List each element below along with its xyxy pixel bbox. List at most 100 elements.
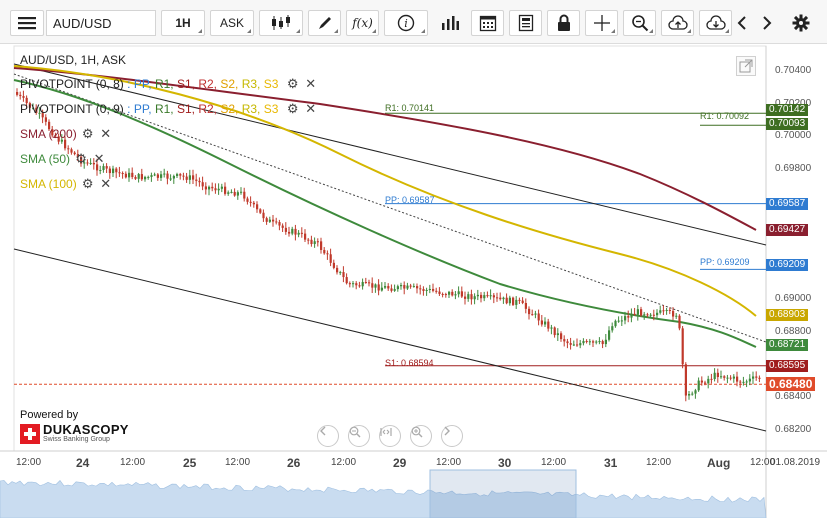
candle-body [435,290,438,292]
popout-button[interactable] [736,56,756,76]
scroll-left-button[interactable] [733,10,751,36]
gear-icon[interactable]: ⚙ [286,101,299,116]
candle-body [188,175,191,180]
candle-body [624,316,627,321]
candle-body [422,289,425,291]
legend-pivot-9[interactable]: PIVOTPOINT (0, 9) : PP, R1, S1, R2, S2, … [20,101,318,117]
candle-body [483,295,486,299]
candle-body [678,315,681,329]
close-icon[interactable]: ✕ [305,101,317,116]
candle-body [121,173,124,175]
pan-right-button[interactable] [441,425,463,447]
candle-body [614,320,617,327]
candle-body [515,299,518,305]
chart-canvas[interactable] [0,44,827,518]
legend-sma-100[interactable]: SMA (100) ⚙ ✕ [20,176,113,192]
symbol-input[interactable] [46,10,156,36]
close-icon[interactable]: ✕ [100,176,112,191]
candle-body [460,291,463,297]
legend-name: PIVOTPOINT (0, 8) [20,77,124,91]
candle-body [192,175,195,180]
zoom-out-button[interactable] [348,425,370,447]
crosshair-button[interactable] [585,10,618,36]
info-icon: i [397,14,415,32]
candle-body [291,228,294,234]
pivot-pp-label: PP: 0.69587 [385,195,435,205]
gear-icon[interactable]: ⚙ [81,176,94,191]
cloud-download-icon [705,15,726,30]
candle-body [54,135,57,137]
candle-body [204,186,207,190]
lock-button[interactable] [547,10,580,36]
settings-button[interactable] [790,10,812,36]
candle-body [316,241,319,243]
draw-button[interactable] [308,10,341,36]
channel-mid-line [13,73,767,343]
info-button[interactable]: i [384,10,428,36]
candle-body [86,162,89,164]
candle-body [259,209,262,213]
timeframe-select[interactable]: 1H [161,10,205,36]
fit-icon [380,428,392,436]
calendar-icon [479,15,496,32]
candle-body [80,156,83,164]
fit-button[interactable] [379,425,401,447]
candle-body [496,297,499,299]
calendar-button[interactable] [471,10,504,36]
gear-icon[interactable]: ⚙ [81,126,94,141]
candle-body [547,321,550,329]
candle-body [643,314,646,316]
candle-body [556,333,559,336]
zoom-button[interactable] [623,10,656,36]
news-button[interactable] [509,10,542,36]
upload-button[interactable] [661,10,694,36]
candle-body [256,204,259,210]
price-tag: 0.68721 [766,338,809,351]
candle-body [390,288,393,291]
candle-body [307,239,310,241]
candle-body [70,149,73,153]
close-icon[interactable]: ✕ [100,126,112,141]
x-axis-tick: Aug [707,456,731,470]
zoom-in-button[interactable] [410,425,432,447]
legend-sma-200[interactable]: SMA (200) ⚙ ✕ [20,126,113,142]
candle-body [656,312,659,316]
pivot-r1-label-b: R1: 0.70092 [700,111,750,121]
candle-body [57,136,60,142]
candle-body [464,296,467,299]
candle-body [38,112,41,114]
candle-body [96,164,99,171]
legend-separator: : [123,77,134,91]
candle-body [198,180,201,183]
chart-type-button[interactable] [259,10,303,36]
candle-body [665,309,668,311]
gear-icon[interactable]: ⚙ [75,151,87,166]
side-select[interactable]: ASK [210,10,254,36]
legend-sma-50[interactable]: SMA (50) ⚙ ✕ [20,151,106,167]
pan-left-button[interactable] [317,425,339,447]
menu-button[interactable] [10,10,44,36]
candle-body [713,372,716,380]
candle-body [64,139,67,149]
scroll-right-button[interactable] [758,10,776,36]
legend-item: PP, [133,77,155,91]
function-button[interactable]: f(x) [346,10,379,36]
candle-body [684,364,687,396]
candle-body [604,339,607,345]
candle-body [252,202,255,205]
legend-pivot-8[interactable]: PIVOTPOINT (0, 8) : PP, R1, S1, R2, S2, … [20,76,318,92]
gear-icon[interactable]: ⚙ [286,76,299,91]
chevron-left-icon [320,426,326,436]
download-button[interactable] [699,10,732,36]
candle-body [380,287,383,291]
candle-body [448,291,451,295]
candle-body [320,241,323,250]
candle-body [51,129,54,136]
function-icon: f(x) [352,16,373,30]
candle-body [230,191,233,193]
close-icon[interactable]: ✕ [305,76,317,91]
close-icon[interactable]: ✕ [93,151,105,166]
chart-area[interactable]: AUD/USD, 1H, ASK PIVOTPOINT (0, 8) : PP,… [0,44,827,518]
indicators-button[interactable] [433,10,466,36]
price-tag: 0.70093 [766,118,809,131]
